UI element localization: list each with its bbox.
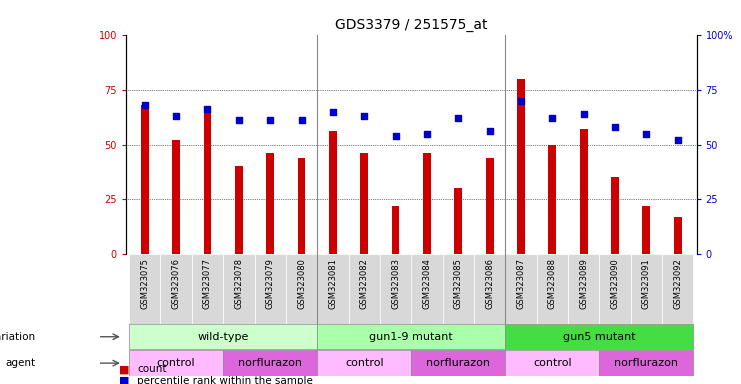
Text: GSM323080: GSM323080: [297, 258, 306, 309]
Bar: [317, 351, 411, 376]
Text: GSM323091: GSM323091: [642, 258, 651, 309]
Text: norflurazon: norflurazon: [614, 358, 678, 368]
Bar: [474, 255, 505, 324]
Bar: [454, 189, 462, 255]
Bar: [411, 351, 505, 376]
Bar: [329, 131, 337, 255]
Point: [609, 124, 621, 130]
Point: [139, 102, 150, 108]
Point: [421, 131, 433, 137]
Bar: [423, 153, 431, 255]
Point: [640, 131, 652, 137]
Title: GDS3379 / 251575_at: GDS3379 / 251575_at: [335, 18, 488, 32]
Bar: [548, 144, 556, 255]
Point: [390, 132, 402, 139]
Bar: [411, 255, 442, 324]
Text: norflurazon: norflurazon: [426, 358, 491, 368]
Bar: [223, 351, 317, 376]
Bar: [536, 255, 568, 324]
Point: [233, 117, 245, 123]
Text: GSM323077: GSM323077: [203, 258, 212, 309]
Bar: [172, 140, 180, 255]
Point: [265, 117, 276, 123]
Bar: [317, 324, 505, 349]
Point: [672, 137, 684, 143]
Bar: [235, 167, 243, 255]
Bar: [129, 324, 317, 349]
Bar: [141, 105, 149, 255]
Text: GSM323083: GSM323083: [391, 258, 400, 309]
Text: count: count: [137, 364, 167, 374]
Bar: [568, 255, 599, 324]
Point: [546, 115, 558, 121]
Text: GSM323087: GSM323087: [516, 258, 525, 309]
Bar: [317, 255, 348, 324]
Bar: [348, 255, 380, 324]
Text: GSM323090: GSM323090: [611, 258, 619, 309]
Bar: [129, 351, 223, 376]
Bar: [599, 351, 694, 376]
Text: ■: ■: [119, 376, 129, 384]
Point: [170, 113, 182, 119]
Bar: [485, 158, 494, 255]
Point: [327, 108, 339, 114]
Text: GSM323081: GSM323081: [328, 258, 337, 309]
Bar: [599, 255, 631, 324]
Text: agent: agent: [5, 358, 35, 368]
Point: [484, 128, 496, 134]
Text: GSM323092: GSM323092: [674, 258, 682, 309]
Bar: [392, 206, 399, 255]
Text: control: control: [345, 358, 384, 368]
Text: GSM323079: GSM323079: [266, 258, 275, 309]
Point: [202, 106, 213, 113]
Bar: [161, 255, 192, 324]
Point: [359, 113, 370, 119]
Bar: [254, 255, 286, 324]
Text: control: control: [533, 358, 571, 368]
Bar: [505, 351, 599, 376]
Text: GSM323075: GSM323075: [140, 258, 149, 309]
Point: [578, 111, 590, 117]
Text: wild-type: wild-type: [197, 332, 249, 342]
Bar: [631, 255, 662, 324]
Bar: [380, 255, 411, 324]
Bar: [266, 153, 274, 255]
Bar: [662, 255, 694, 324]
Text: GSM323088: GSM323088: [548, 258, 556, 309]
Text: GSM323085: GSM323085: [453, 258, 463, 309]
Point: [452, 115, 464, 121]
Bar: [674, 217, 682, 255]
Bar: [286, 255, 317, 324]
Text: ■: ■: [119, 364, 129, 374]
Bar: [611, 177, 619, 255]
Text: GSM323076: GSM323076: [172, 258, 181, 309]
Bar: [579, 129, 588, 255]
Text: GSM323078: GSM323078: [234, 258, 243, 309]
Text: genotype/variation: genotype/variation: [0, 332, 35, 342]
Bar: [204, 107, 211, 255]
Text: norflurazon: norflurazon: [238, 358, 302, 368]
Bar: [129, 255, 161, 324]
Point: [296, 117, 308, 123]
Bar: [298, 158, 305, 255]
Text: control: control: [157, 358, 196, 368]
Bar: [192, 255, 223, 324]
Text: GSM323089: GSM323089: [579, 258, 588, 309]
Text: GSM323086: GSM323086: [485, 258, 494, 309]
Bar: [223, 255, 254, 324]
Bar: [517, 79, 525, 255]
Bar: [505, 255, 536, 324]
Bar: [642, 206, 651, 255]
Bar: [360, 153, 368, 255]
Text: percentile rank within the sample: percentile rank within the sample: [137, 376, 313, 384]
Text: gun1-9 mutant: gun1-9 mutant: [369, 332, 453, 342]
Bar: [505, 324, 694, 349]
Text: GSM323082: GSM323082: [359, 258, 369, 309]
Bar: [442, 255, 474, 324]
Text: GSM323084: GSM323084: [422, 258, 431, 309]
Point: [515, 98, 527, 104]
Text: gun5 mutant: gun5 mutant: [563, 332, 636, 342]
